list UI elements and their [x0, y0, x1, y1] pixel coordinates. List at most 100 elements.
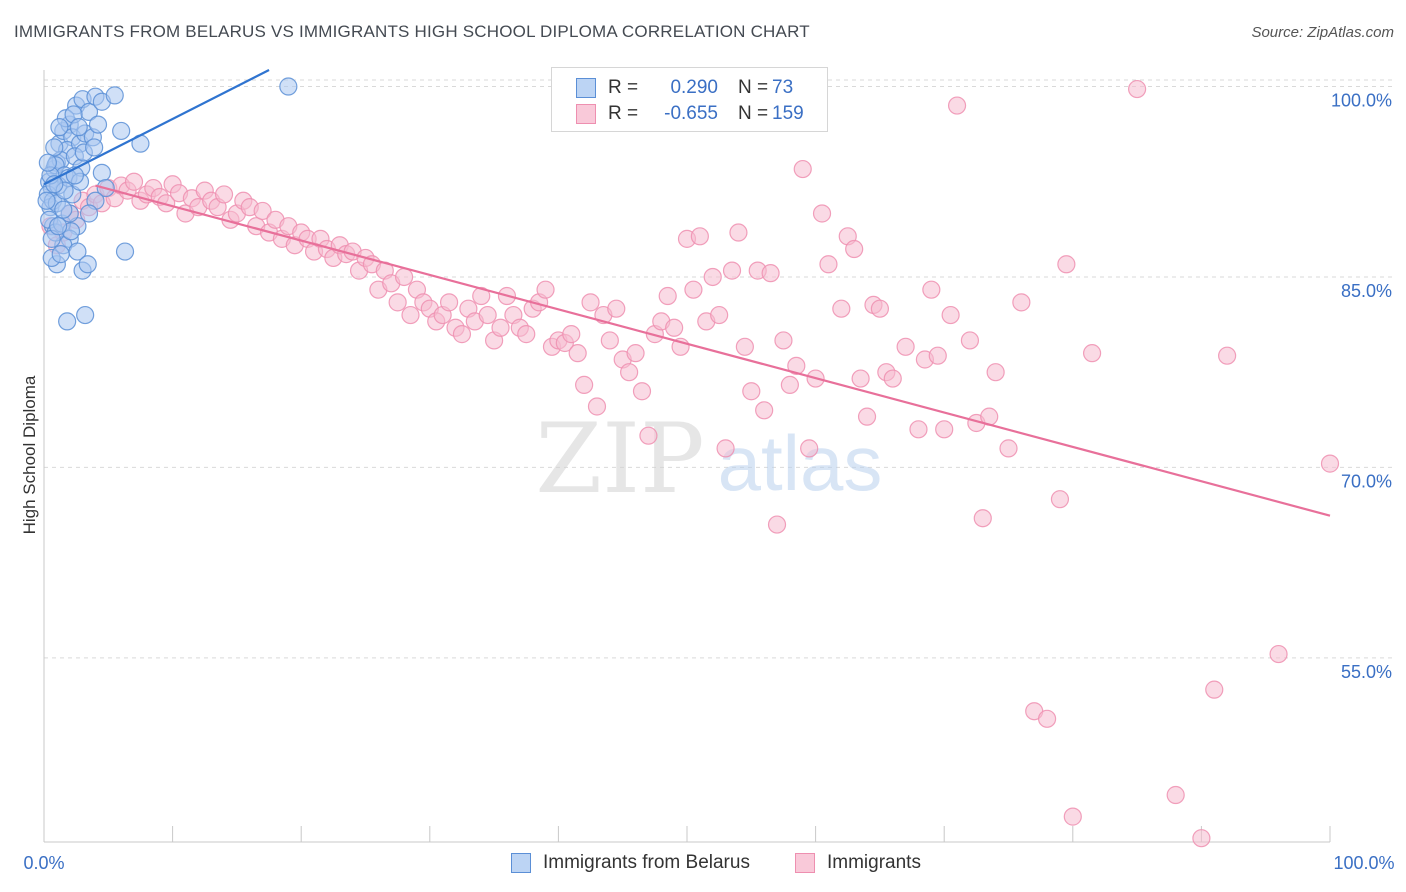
point-belarus [115, 242, 135, 261]
point-immigrants [883, 369, 902, 388]
point-immigrants [729, 223, 748, 242]
point-immigrants [620, 363, 639, 382]
point-immigrants [253, 201, 272, 221]
point-immigrants [1082, 344, 1102, 363]
point-immigrants [517, 325, 536, 344]
point-belarus [112, 121, 131, 141]
watermark-atlas: atlas [718, 419, 883, 507]
trend-line-immigrants [95, 184, 1331, 517]
point-immigrants [780, 375, 799, 394]
point-immigrants [722, 261, 742, 280]
point-immigrants [124, 172, 144, 191]
bottom-legend-immigrants: Immigrants [795, 852, 921, 874]
point-immigrants [1192, 829, 1211, 848]
point-belarus [37, 191, 56, 210]
point-immigrants [1218, 346, 1237, 365]
point-belarus [105, 86, 124, 105]
point-immigrants [1166, 785, 1185, 805]
point-immigrants [787, 356, 806, 375]
trend-line-belarus [43, 69, 270, 186]
source-label: Source: ZipAtlas.com [1251, 24, 1394, 41]
point-immigrants [575, 375, 594, 394]
point-immigrants [581, 293, 600, 312]
point-immigrants [684, 280, 703, 299]
trend-lines [43, 69, 1331, 517]
point-immigrants [941, 305, 960, 325]
point-immigrants [935, 420, 954, 439]
bottom-legend-label: Immigrants [827, 852, 921, 873]
point-immigrants [973, 509, 992, 528]
point-immigrants [665, 318, 684, 337]
point-immigrants [439, 293, 459, 312]
point-immigrants [568, 344, 587, 363]
x-tick-label-start: 0.0% [23, 853, 64, 873]
point-immigrants [851, 369, 870, 388]
point-belarus [49, 217, 68, 236]
point-immigrants [478, 305, 497, 325]
point-immigrants [1012, 293, 1031, 312]
point-immigrants [388, 293, 407, 312]
point-immigrants [394, 267, 414, 287]
point-immigrants [947, 96, 967, 115]
point-immigrants [767, 515, 787, 534]
y-tick-label: 70.0% [1341, 471, 1392, 491]
legend-n-label: N = [738, 103, 769, 124]
legend-swatch-blue [576, 78, 596, 98]
point-immigrants [819, 255, 838, 274]
point-immigrants [536, 280, 555, 299]
point-immigrants [857, 407, 877, 426]
point-immigrants [562, 325, 581, 344]
point-immigrants [793, 159, 812, 179]
point-immigrants [999, 439, 1018, 458]
point-belarus [38, 153, 57, 172]
point-immigrants [1320, 454, 1340, 473]
point-belarus [54, 200, 73, 219]
legend-n-value: 159 [772, 103, 804, 124]
point-immigrants [922, 280, 941, 299]
point-immigrants [716, 439, 735, 458]
y-axis-label: High School Diploma [20, 375, 39, 535]
point-belarus [69, 118, 88, 137]
stats-legend: R = 0.290 N = 73 R = -0.655 N = 159 [551, 67, 828, 132]
watermark: ZIP atlas [535, 403, 882, 515]
bottom-legend-belarus: Immigrants from Belarus [511, 852, 750, 874]
point-belarus [79, 204, 99, 223]
point-immigrants [710, 305, 729, 325]
legend-r-value: 0.290 [670, 77, 718, 98]
point-immigrants [1050, 490, 1070, 509]
point-belarus [88, 115, 108, 134]
point-immigrants [703, 267, 722, 287]
point-immigrants [735, 337, 754, 356]
point-immigrants [690, 227, 709, 246]
y-tick-label: 100.0% [1331, 91, 1392, 111]
watermark-zip: ZIP [535, 403, 704, 515]
x-tick-label-end: 100.0% [1333, 853, 1394, 873]
point-immigrants [587, 397, 607, 416]
legend-n-label: N = [738, 77, 769, 98]
point-belarus [76, 305, 95, 325]
legend-r-label: R = [608, 77, 639, 98]
point-immigrants [1057, 255, 1076, 274]
point-immigrants [800, 439, 819, 458]
point-immigrants [870, 299, 890, 318]
point-immigrants [1063, 807, 1082, 826]
point-immigrants [607, 299, 626, 318]
point-immigrants [812, 204, 832, 223]
series-immigrants-from-belarus [37, 77, 298, 331]
point-immigrants [755, 401, 774, 420]
point-immigrants [909, 420, 928, 439]
legend-r-value: -0.655 [664, 103, 718, 124]
chart-title: IMMIGRANTS FROM BELARUS VS IMMIGRANTS HI… [14, 22, 810, 41]
legend-r-label: R = [608, 103, 639, 124]
point-immigrants [986, 363, 1005, 382]
legend-row-belarus: R = 0.290 N = 73 [576, 76, 793, 100]
point-immigrants [832, 299, 851, 318]
point-immigrants [214, 185, 234, 204]
point-immigrants [960, 331, 980, 350]
point-belarus [85, 138, 104, 157]
bottom-legend-swatch-blue [511, 853, 531, 873]
point-immigrants [491, 318, 510, 337]
point-belarus [78, 255, 97, 274]
point-immigrants [896, 337, 915, 356]
